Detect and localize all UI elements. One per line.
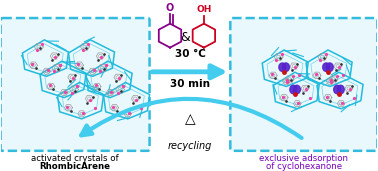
Text: 30 min: 30 min [170,79,210,89]
Text: &: & [180,31,190,44]
FancyBboxPatch shape [230,18,377,151]
FancyArrowPatch shape [81,99,302,138]
Ellipse shape [323,63,330,71]
Text: recycling: recycling [168,141,212,151]
Text: OH: OH [196,5,212,14]
Text: activated crystals of: activated crystals of [31,154,119,163]
FancyBboxPatch shape [1,18,150,151]
Ellipse shape [326,63,333,71]
Text: O: O [166,3,174,13]
Text: of cyclohexanone: of cyclohexanone [266,162,342,171]
Ellipse shape [290,85,297,94]
Ellipse shape [293,85,301,94]
Ellipse shape [337,85,344,94]
Ellipse shape [282,63,290,71]
Text: exclusive adsorption: exclusive adsorption [259,154,349,163]
Text: RhombicArene: RhombicArene [40,162,111,171]
Ellipse shape [334,85,341,94]
Ellipse shape [279,63,286,71]
Text: 30 °C: 30 °C [175,49,205,59]
Text: △: △ [184,113,195,127]
